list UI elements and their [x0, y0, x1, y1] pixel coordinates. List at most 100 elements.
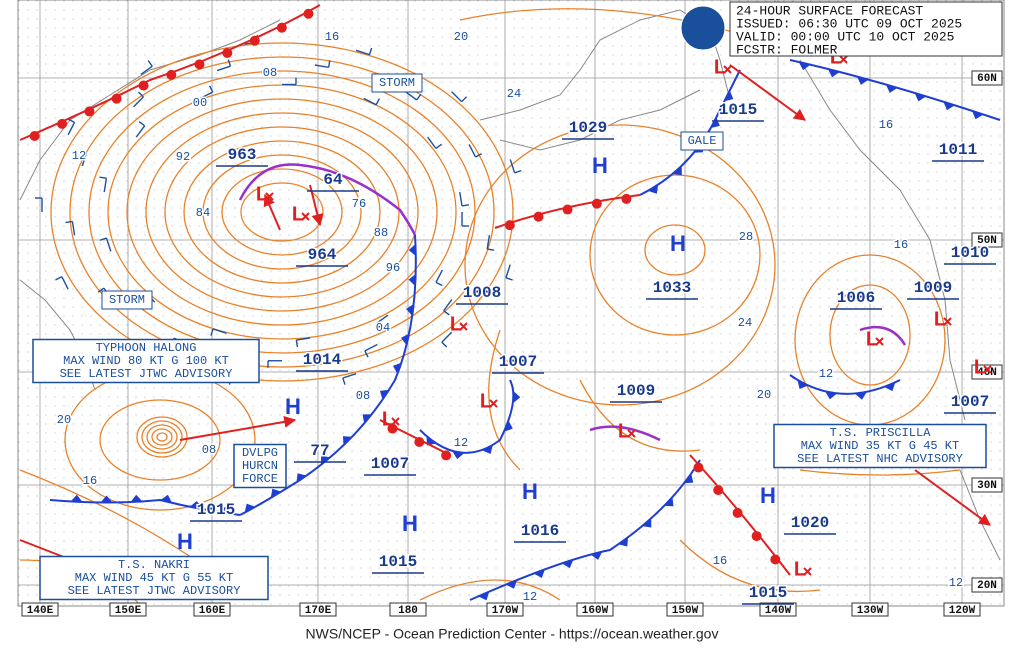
- barb-flag: [137, 91, 144, 98]
- lat-label: 50N: [977, 235, 997, 247]
- warm-pip: [693, 462, 704, 473]
- warm-pip: [751, 531, 762, 542]
- isobar-label: 96: [386, 261, 400, 275]
- isobar-label: 12: [523, 590, 537, 604]
- cold-pip: [724, 90, 734, 102]
- isobar-label: 28: [739, 230, 753, 244]
- lon-box: [299, 602, 337, 617]
- low-center: L: [866, 328, 878, 350]
- cold-pip: [971, 110, 984, 120]
- occluded-front: [238, 163, 417, 236]
- warm-pip: [303, 8, 314, 19]
- front: [469, 459, 701, 601]
- barb-flag: [99, 176, 107, 179]
- barb-shaft: [468, 144, 477, 158]
- low-center: L: [618, 420, 630, 442]
- graticule: [18, 0, 1004, 606]
- barb-shaft: [296, 337, 311, 341]
- front: [419, 379, 515, 454]
- low-center: L: [794, 558, 806, 580]
- lat-box: [971, 232, 1003, 248]
- cold-pip: [914, 92, 927, 102]
- isobar-label: 20: [454, 30, 468, 44]
- advisory-line: MAX WIND 35 KT G 45 KT: [801, 439, 959, 453]
- cold-pip: [825, 391, 837, 400]
- isobar: [99, 399, 221, 481]
- barb-flag: [443, 310, 450, 316]
- barb-flag: [461, 96, 468, 103]
- high-center: H: [522, 479, 538, 504]
- cold-pip: [590, 551, 603, 560]
- warm-pip: [29, 130, 40, 141]
- isobar: [419, 579, 561, 601]
- lon-label: 160W: [582, 605, 609, 617]
- barb-shaft: [435, 269, 444, 283]
- barb-flag: [65, 220, 73, 224]
- isobar-label: 24: [738, 316, 752, 330]
- lon-label: 160E: [199, 605, 226, 617]
- barb-flag: [514, 169, 522, 174]
- advisory-line: T.S. PRISCILLA: [830, 426, 932, 440]
- isobar: [829, 284, 911, 386]
- barb-shaft: [486, 235, 491, 250]
- cold-pip: [672, 165, 682, 176]
- advisory-line: SEE LATEST NHC ADVISORY: [797, 452, 963, 466]
- barb-flag: [505, 277, 513, 281]
- barb-flag: [295, 340, 299, 348]
- warm-pip: [732, 507, 743, 518]
- low-x: [391, 417, 400, 426]
- isobar-label: 08: [356, 389, 370, 403]
- warm-pip: [166, 69, 177, 80]
- lon-label: 120W: [949, 605, 976, 617]
- cold-pip: [452, 451, 465, 460]
- isobar-label: 00: [193, 96, 207, 110]
- pressure-label: 1014: [303, 351, 342, 369]
- warm-pip: [194, 59, 205, 70]
- warm-pip: [414, 437, 425, 448]
- front: [49, 498, 241, 516]
- cold-pip: [406, 303, 414, 316]
- labels: 140E 150E 160E 170E 180 170W 160W 150W 140W 130W 1…: [21, 29, 1003, 617]
- occluded-front: [859, 325, 907, 346]
- cold-pip: [401, 333, 410, 346]
- warm-pip: [111, 93, 122, 104]
- advisory-box: [233, 443, 287, 489]
- high-center: H: [285, 394, 301, 419]
- barb-shaft: [441, 331, 453, 343]
- barb-flag: [487, 248, 495, 251]
- low-center: L: [974, 356, 986, 378]
- lon-label: 140E: [27, 605, 54, 617]
- advisory-line: MAX WIND 80 KT G 100 KT: [63, 354, 229, 368]
- barb-flag: [55, 276, 63, 281]
- isobar: [589, 174, 761, 336]
- low-x: [489, 399, 498, 408]
- warm-pip: [533, 211, 544, 222]
- isobar: [156, 432, 168, 442]
- cold-pip: [648, 184, 659, 194]
- barb-shaft: [363, 97, 377, 106]
- cold-pip: [854, 391, 867, 400]
- isobar: [644, 224, 706, 276]
- pressure-label: 1009: [914, 279, 952, 297]
- barb-shaft: [216, 65, 231, 72]
- barb-flag: [79, 149, 87, 154]
- isobar-label: 24: [507, 87, 521, 101]
- lon-box: [193, 602, 231, 617]
- warm-pip: [713, 485, 724, 496]
- lon-box: [21, 602, 59, 617]
- cold-pip: [827, 68, 840, 78]
- cold-pip: [379, 389, 390, 400]
- barb-shaft: [427, 136, 437, 149]
- motion-arrow: [179, 415, 297, 441]
- lat-box: [971, 477, 1003, 493]
- barb-flag: [208, 85, 214, 93]
- pressure-label: 1007: [951, 393, 989, 411]
- front: [639, 69, 741, 196]
- warm-pip: [84, 106, 95, 117]
- barb-shaft: [61, 276, 69, 290]
- isobar: [126, 98, 438, 326]
- low-x: [723, 65, 732, 74]
- low-x: [265, 192, 274, 201]
- warm-pip: [57, 118, 68, 129]
- pressure-label: 1015: [379, 553, 417, 571]
